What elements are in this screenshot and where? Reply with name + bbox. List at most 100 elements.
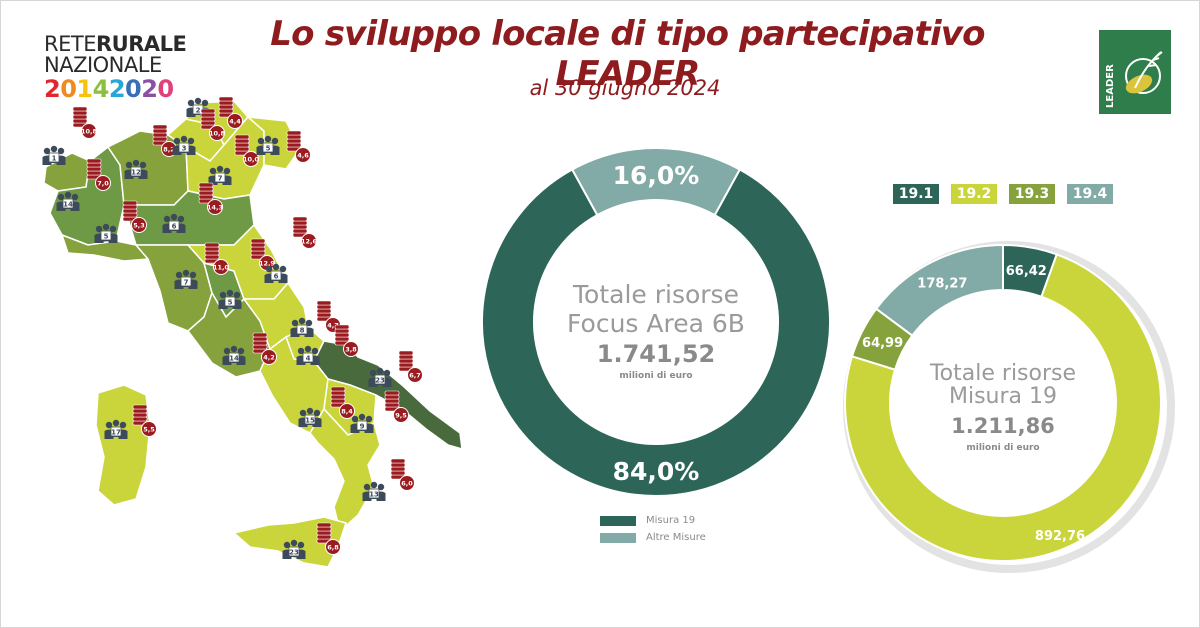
coin-value: 11,0 xyxy=(213,264,230,272)
coin-value: 4,4 xyxy=(229,118,241,126)
people-icon xyxy=(162,213,186,233)
coin-value: 7,0 xyxy=(97,180,109,188)
map-marker-emilia-romagna: 614,3 xyxy=(162,182,223,233)
coin-stack-icon xyxy=(86,158,111,191)
coin-stack-icon xyxy=(204,242,229,275)
coin-value: 10,8 xyxy=(81,128,98,136)
map-marker-marche: 612,6 xyxy=(264,216,318,283)
map-marker-molise: 43,8 xyxy=(296,324,359,365)
coin-stack-icon xyxy=(398,350,423,383)
donut2-legend: 19.1 19.2 19.3 19.4 xyxy=(893,184,1113,204)
people-icon xyxy=(296,345,320,365)
coin-stack-icon xyxy=(218,96,243,129)
people-icon xyxy=(218,289,242,309)
coin-stack-icon xyxy=(390,458,415,491)
coin-value: 8,2 xyxy=(163,146,175,154)
coin-stack-icon xyxy=(234,134,259,167)
people-icon xyxy=(56,191,80,211)
leader-logo: LEADER xyxy=(1095,26,1175,118)
coin-value: 5,5 xyxy=(143,426,155,434)
coin-value: 12,6 xyxy=(301,238,318,246)
people-count: 17 xyxy=(111,429,121,437)
logo-rete: RETE xyxy=(44,32,96,56)
coin-stack-icon xyxy=(334,324,359,357)
rrn-logo: RETERURALE NAZIONALE 20142020 xyxy=(44,32,187,103)
people-count: 3 xyxy=(182,145,187,153)
coin-value: 6,0 xyxy=(401,480,413,488)
coin-value: 8,4 xyxy=(341,408,353,416)
people-icon xyxy=(208,165,232,185)
coin-stack-icon xyxy=(200,108,225,141)
map-marker-puglia: 236,7 xyxy=(368,350,423,387)
people-icon xyxy=(282,539,306,559)
people-icon xyxy=(94,223,118,243)
logo-nazionale: NAZIONALE xyxy=(44,53,162,77)
map-marker-abruzzo: 84,7 xyxy=(290,300,341,337)
coin-stack-icon xyxy=(122,200,147,233)
people-icon xyxy=(350,413,374,433)
people-count: 7 xyxy=(218,175,223,183)
people-icon xyxy=(222,345,246,365)
coin-stack-icon xyxy=(252,332,277,365)
map-marker-liguria: 55,3 xyxy=(94,200,147,243)
italy-map: 110,8147,055,3128,224,4310,8710,054,6614… xyxy=(42,96,463,568)
people-count: 7 xyxy=(184,279,189,287)
map-marker-calabria: 136,0 xyxy=(362,458,415,501)
people-count: 13 xyxy=(369,491,379,499)
people-icon xyxy=(298,407,322,427)
coin-value: 4,2 xyxy=(263,354,275,362)
people-count: 1 xyxy=(52,155,57,163)
coin-value: 10,0 xyxy=(243,156,260,164)
people-count: 14 xyxy=(63,201,73,209)
map-marker-piemonte: 110,8 xyxy=(42,106,98,165)
map-marker-valle-aosta: 147,0 xyxy=(56,158,111,211)
leader-logo-text: LEADER xyxy=(1105,64,1116,108)
people-count: 14 xyxy=(229,355,239,363)
people-icon xyxy=(362,481,386,501)
legend-item-misura-19: Misura 19 xyxy=(600,512,706,529)
map-marker-campania: 158,4 xyxy=(298,386,355,427)
map-marker-lazio: 14 4,2 xyxy=(222,332,277,365)
coin-value: 6,7 xyxy=(409,372,421,380)
coin-value: 12,9 xyxy=(259,260,276,268)
legend-label: Misura 19 xyxy=(646,515,696,526)
people-count: 23 xyxy=(289,549,299,557)
people-count: 15 xyxy=(305,417,315,425)
people-icon xyxy=(186,97,210,117)
coin-stack-icon xyxy=(316,522,341,555)
page-subtitle: al 30 giugno 2024 xyxy=(529,76,721,100)
people-icon xyxy=(104,419,128,439)
people-icon xyxy=(368,367,392,387)
coin-value: 5,3 xyxy=(133,222,145,230)
coin-stack-icon xyxy=(198,182,223,215)
people-icon xyxy=(290,317,314,337)
coin-value: 6,8 xyxy=(327,544,339,552)
legend-chip-19-2: 19.2 xyxy=(951,184,997,204)
legend-swatch xyxy=(600,515,636,526)
map-marker-basilicata: 99,5 xyxy=(350,390,409,433)
people-icon xyxy=(172,135,196,155)
people-count: 9 xyxy=(360,423,365,431)
logo-years: 20142020 xyxy=(44,75,174,103)
legend-label: Altre Misure xyxy=(646,532,706,543)
coin-value: 9,5 xyxy=(395,412,407,420)
coin-stack-icon xyxy=(286,130,311,163)
coin-value: 14,3 xyxy=(207,204,223,212)
legend-swatch xyxy=(600,532,636,543)
map-marker-bolzano: 310,8 xyxy=(172,108,225,155)
legend-chip-19-4: 19.4 xyxy=(1067,184,1113,204)
people-count: 6 xyxy=(274,273,279,281)
coin-stack-icon xyxy=(72,106,97,139)
people-count: 4 xyxy=(306,355,311,363)
legend-chip-19-1: 19.1 xyxy=(893,184,939,204)
people-count: 12 xyxy=(131,169,141,177)
people-count: 6 xyxy=(172,223,177,231)
page-title: Lo sviluppo locale di tipo partecipativo… xyxy=(270,14,985,94)
coin-stack-icon xyxy=(330,386,355,419)
people-count: 5 xyxy=(228,299,233,307)
map-markers: 110,8147,055,3128,224,4310,8710,054,6614… xyxy=(42,96,423,559)
map-region-sardegna xyxy=(95,384,151,506)
map-marker-sicilia: 236,8 xyxy=(282,522,341,559)
map-marker-sardegna: 17 5,5 xyxy=(104,404,157,439)
map-marker-trento: 24,4 xyxy=(186,96,243,129)
